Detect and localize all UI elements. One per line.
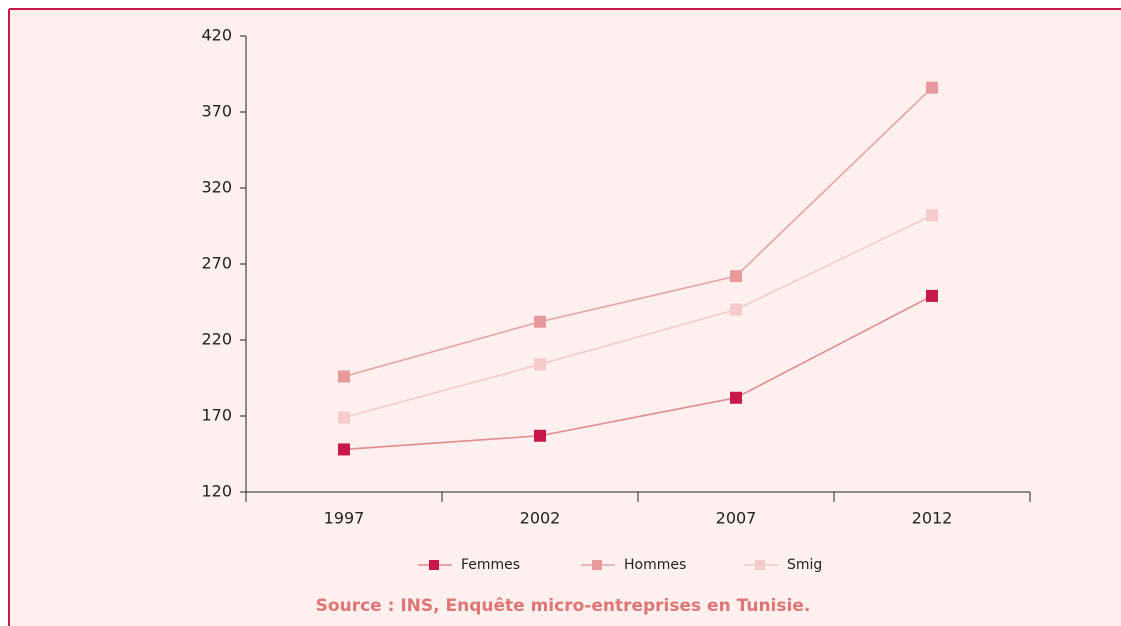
series-line bbox=[343, 295, 933, 451]
point bbox=[730, 391, 742, 404]
x-tick-label: 1997 bbox=[324, 509, 365, 528]
legend-marker bbox=[429, 560, 439, 570]
point bbox=[338, 411, 350, 424]
background bbox=[9, 9, 1121, 626]
y-tick-label: 120 bbox=[201, 482, 232, 501]
y-tick-label: 320 bbox=[201, 178, 232, 197]
legend-marker bbox=[755, 560, 765, 570]
point bbox=[534, 429, 546, 442]
series-line bbox=[343, 214, 933, 419]
legend-label: Femmes bbox=[461, 557, 520, 573]
x-tick-label: 2012 bbox=[912, 509, 953, 528]
y-tick-label: 370 bbox=[201, 102, 232, 121]
x-tick-label: 2007 bbox=[716, 509, 757, 528]
point bbox=[926, 209, 938, 222]
y-tick-label: 170 bbox=[201, 406, 232, 425]
series-line bbox=[343, 87, 933, 378]
y-tick-label: 270 bbox=[201, 254, 232, 273]
y-tick-label: 220 bbox=[201, 330, 232, 349]
legend-marker bbox=[592, 560, 602, 570]
point bbox=[534, 358, 546, 371]
source-note: Source : INS, Enquête micro-entreprises … bbox=[316, 596, 811, 616]
y-tick-label: 420 bbox=[201, 26, 232, 45]
point bbox=[338, 370, 350, 383]
point bbox=[338, 443, 350, 456]
point bbox=[926, 289, 938, 302]
point bbox=[926, 81, 938, 94]
point bbox=[534, 315, 546, 328]
legend-label: Hommes bbox=[624, 557, 686, 573]
x-tick-label: 2002 bbox=[520, 509, 561, 528]
point bbox=[730, 270, 742, 283]
point bbox=[730, 303, 742, 316]
legend-label: Smig bbox=[787, 557, 822, 573]
